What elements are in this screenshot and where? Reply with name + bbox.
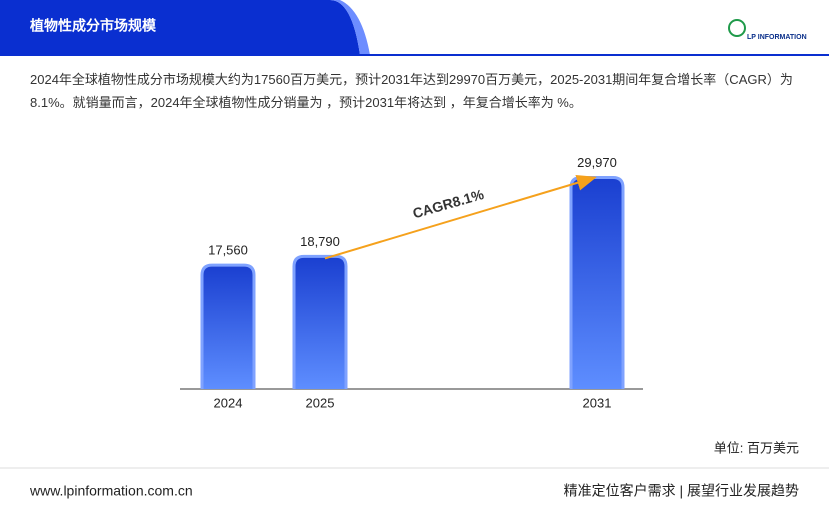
logo-icon [728,19,746,37]
footer-url: www.lpinformation.com.cn [29,483,193,499]
cagr-label: CAGR8.1% [411,186,486,222]
value-label: 17,560 [208,243,248,258]
unit-label: 单位: 百万美元 [714,440,799,455]
cagr-arrow [324,175,597,260]
bar [292,254,348,389]
x-tick-label: 2024 [214,395,243,410]
footer-slogan: 精准定位客户需求 | 展望行业发展趋势 [564,483,799,499]
description: 2024年全球植物性成分市场规模大约为17560百万美元，预计2031年达到29… [30,72,793,110]
x-tick-label: 2031 [583,395,612,410]
value-label: 29,970 [577,155,617,170]
bar [200,263,256,389]
logo-text: LP INFORMATION [747,34,807,41]
bar [569,175,625,389]
header-bar [0,0,360,55]
header-accent [330,0,370,55]
value-label: 18,790 [300,234,340,249]
x-tick-label: 2025 [306,395,335,410]
header-title: 植物性成分市场规模 [29,18,157,34]
